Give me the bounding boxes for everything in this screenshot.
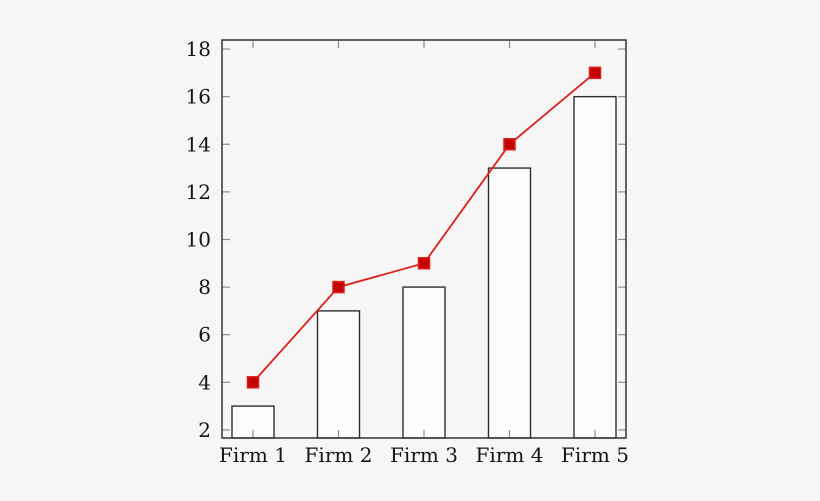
x-axis-category-label: Firm 4 xyxy=(476,443,544,467)
y-axis-tick-label: 8 xyxy=(198,275,211,299)
x-axis-category-label: Firm 1 xyxy=(219,443,287,467)
bar-firm-4 xyxy=(487,167,532,439)
x-axis-category-label: Firm 2 xyxy=(305,443,373,467)
y-axis-tick-label: 14 xyxy=(186,132,211,156)
line-marker-firm-3 xyxy=(417,257,431,270)
line-marker-firm-1 xyxy=(246,376,260,389)
bar-firm-2 xyxy=(316,310,361,439)
y-axis-tick-label: 16 xyxy=(186,85,211,109)
x-axis-category-label: Firm 5 xyxy=(561,443,629,467)
y-axis-tick-label: 10 xyxy=(186,227,211,251)
line-marker-firm-5 xyxy=(588,66,602,80)
bar-firm-3 xyxy=(402,286,446,439)
bar-firm-5 xyxy=(573,95,617,439)
y-axis-tick-label: 4 xyxy=(198,370,211,394)
y-axis-tick-label: 2 xyxy=(198,418,211,442)
line-marker-firm-4 xyxy=(503,138,516,151)
line-marker-firm-2 xyxy=(332,280,345,294)
y-axis-tick-label: 6 xyxy=(198,323,211,347)
plot-border xyxy=(221,39,627,439)
y-axis-tick-label: 12 xyxy=(186,180,211,204)
x-axis-category-label: Firm 3 xyxy=(390,443,458,467)
y-axis-tick-label: 18 xyxy=(186,37,211,61)
